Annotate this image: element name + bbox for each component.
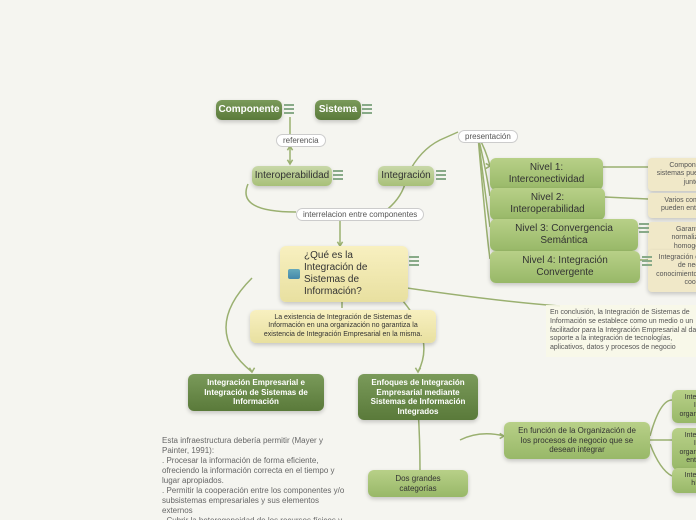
connector-20 bbox=[650, 400, 672, 436]
node-enfoques[interactable]: Enfoques de Integración Empresarial medi… bbox=[358, 374, 478, 420]
node-integracion[interactable]: Integración bbox=[378, 166, 434, 186]
expand-marker-4[interactable] bbox=[409, 256, 419, 266]
node-laexist[interactable]: La existencia de Integración de Sistemas… bbox=[250, 310, 436, 343]
label-interrelacion: interrelacion entre componentes bbox=[296, 208, 424, 221]
infra-note-line: . Procesar la información de forma efici… bbox=[162, 456, 348, 486]
node-componente[interactable]: Componente bbox=[216, 100, 282, 120]
node-nivel4[interactable]: Nivel 4: Integración Convergente bbox=[490, 251, 640, 283]
label-presentacion: presentación bbox=[458, 130, 518, 143]
expand-marker-2[interactable] bbox=[333, 170, 343, 180]
node-rb2[interactable]: Integración Inter-organizacional entre e… bbox=[672, 428, 696, 470]
expand-marker-3[interactable] bbox=[436, 170, 446, 180]
node-rb3[interactable]: Integración híbrida bbox=[672, 468, 696, 493]
infrastructure-note: Esta infraestructura debería permitir (M… bbox=[162, 436, 348, 520]
node-enfuncion[interactable]: En función de la Organización de los pro… bbox=[504, 422, 650, 459]
connector-8 bbox=[478, 136, 490, 227]
node-conclusion[interactable]: En conclusión, la Integración de Sistema… bbox=[546, 305, 696, 357]
node-central-label: ¿Qué es la Integración de Sistemas de In… bbox=[304, 250, 400, 298]
node-r4[interactable]: Integración de procesos de negocio, cono… bbox=[648, 250, 696, 292]
connector-19 bbox=[460, 434, 504, 440]
node-central[interactable]: ¿Qué es la Integración de Sistemas de In… bbox=[280, 246, 408, 302]
expand-marker-5[interactable] bbox=[639, 223, 649, 233]
expand-marker-0[interactable] bbox=[284, 104, 294, 114]
expand-marker-6[interactable] bbox=[642, 256, 652, 266]
connector-22 bbox=[650, 444, 672, 476]
node-interoperabilidad[interactable]: Interoperabilidad bbox=[252, 166, 332, 186]
connector-9 bbox=[478, 136, 490, 259]
node-r2[interactable]: Varios componentes pueden entenderse en bbox=[648, 193, 696, 218]
doc-icon bbox=[288, 269, 300, 279]
node-rb1[interactable]: Integración Intra-organizacional bbox=[672, 390, 696, 423]
node-nivel3[interactable]: Nivel 3: Convergencia Semántica bbox=[490, 219, 638, 251]
connector-11 bbox=[605, 197, 648, 199]
infra-note-line: . Permitir la cooperación entre los comp… bbox=[162, 486, 348, 516]
node-nivel1[interactable]: Nivel 1: Interconectividad bbox=[490, 158, 603, 190]
expand-marker-1[interactable] bbox=[362, 104, 372, 114]
label-referencia: referencia bbox=[276, 134, 326, 147]
node-sistema[interactable]: Sistema bbox=[315, 100, 361, 120]
node-intemp[interactable]: Integración Empresarial e Integración de… bbox=[188, 374, 324, 411]
connector-2 bbox=[246, 184, 296, 212]
connector-7 bbox=[478, 136, 490, 196]
node-doscat[interactable]: Dos grandes categorías bbox=[368, 470, 468, 497]
infra-note-line: . Cubrir la heterogeneidad de los recurs… bbox=[162, 516, 348, 520]
infra-note-line: Esta infraestructura debería permitir (M… bbox=[162, 436, 348, 456]
connector-16 bbox=[226, 278, 252, 372]
node-r1[interactable]: Componentes de sistemas pueden trabajar … bbox=[648, 158, 696, 191]
node-nivel2[interactable]: Nivel 2: Interoperabilidad bbox=[490, 188, 605, 220]
